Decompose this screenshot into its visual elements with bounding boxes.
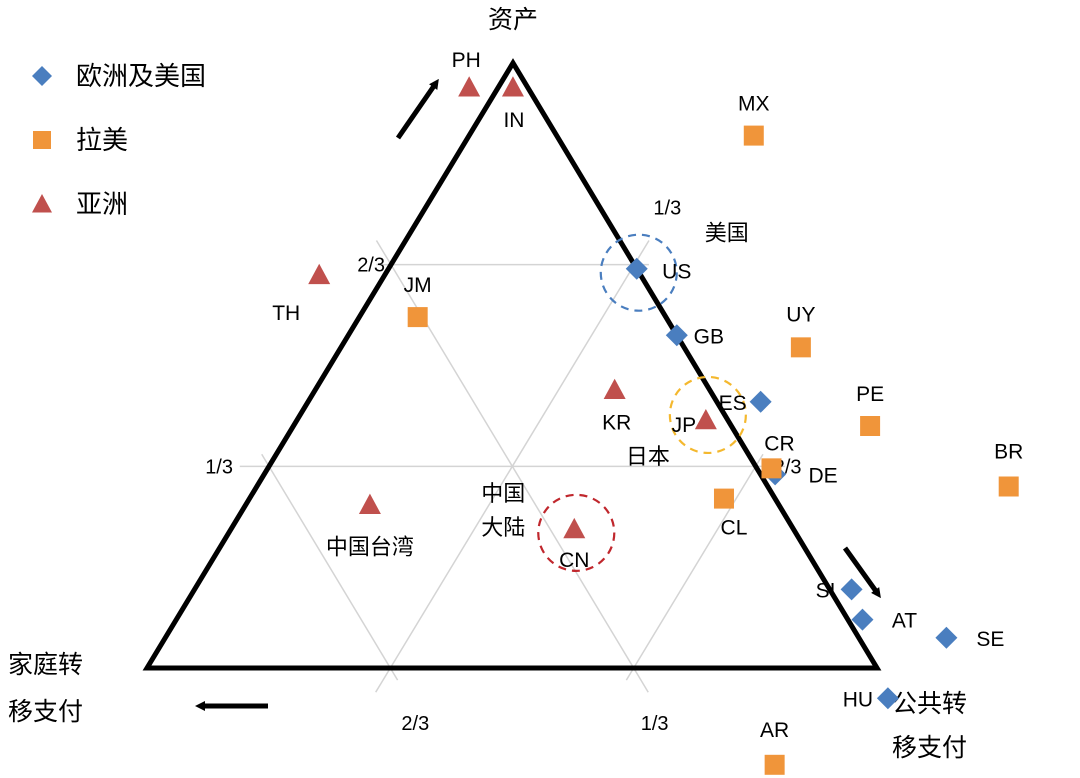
point-ar (764, 754, 785, 775)
point-label-th: TH (272, 302, 300, 325)
point-th (308, 263, 331, 285)
highlight-circle-jp (668, 375, 747, 455)
point-label-us: US (662, 261, 691, 284)
point-label-hu: HU (843, 688, 873, 711)
highlight-caption-cn-2: 大陆 (481, 516, 525, 541)
point-label-uy: UY (786, 303, 815, 326)
point-label-kr: KR (602, 412, 631, 435)
highlight-circle-cn (537, 493, 616, 572)
point-si (840, 578, 863, 601)
point-label-in: IN (503, 109, 524, 132)
point-label-cn: CN (559, 549, 589, 572)
grid-line-public (625, 453, 764, 681)
legend-marker-triangle-icon (32, 194, 52, 213)
point-pe (860, 416, 881, 436)
point-label-ar: AR (760, 719, 789, 742)
point-label-cr: CR (764, 432, 794, 455)
triangle-frame (142, 58, 882, 671)
data-points: US GB ES DE SI AT SE HU MX JM UY PE CR BR CL AR PH IN TH KR… (272, 49, 1023, 775)
point-us (625, 257, 648, 280)
highlight-caption-cn-1: 中国 (481, 482, 525, 507)
highlight-caption-us: 美国 (705, 222, 749, 247)
point-label-jp: JP (672, 414, 697, 437)
arrow-public-icon (842, 546, 881, 599)
point-hu (876, 687, 899, 710)
point-label-taiwan: 中国台湾 (326, 536, 414, 561)
highlight-caption-jp: 日本 (626, 445, 670, 470)
point-label-mx: MX (738, 93, 770, 116)
point-label-si: SI (816, 579, 836, 602)
tick-label-assets-1-3: 1/3 (205, 456, 233, 478)
tick-label-public-1-3: 1/3 (653, 198, 681, 220)
point-label-se: SE (976, 628, 1004, 651)
point-label-jm: JM (404, 274, 432, 297)
highlight-circle-us (599, 233, 678, 312)
point-label-cl: CL (721, 517, 748, 540)
point-in (501, 76, 524, 97)
point-at (851, 608, 874, 631)
arrow-assets-icon (395, 78, 439, 140)
point-label-es: ES (719, 392, 747, 415)
point-jm (407, 307, 428, 328)
point-jp (694, 408, 717, 430)
tick-label-household-2-3: 2/3 (401, 713, 429, 735)
point-taiwan (358, 493, 381, 514)
axis-title-top: 资产 (488, 5, 538, 34)
point-es (749, 390, 772, 413)
tick-labels: 2/31/31/32/32/3 1/3 (205, 198, 801, 735)
point-label-br: BR (994, 441, 1023, 464)
point-gb (665, 324, 688, 347)
point-uy (790, 337, 811, 358)
point-cn (563, 517, 586, 539)
legend-marker-diamond-icon (32, 66, 52, 86)
axis-title-right-line2: 移支付 (892, 733, 967, 762)
grid (239, 240, 785, 693)
legend-label-1: 欧洲及美国 (76, 62, 206, 92)
axis-title-left-line1: 家庭转 (8, 650, 83, 679)
point-kr (603, 378, 626, 400)
point-label-ph: PH (452, 49, 481, 72)
legend-label-3: 亚洲 (76, 190, 128, 220)
tick-label-assets-2-3: 2/3 (357, 255, 385, 277)
point-mx (743, 125, 764, 146)
point-ph (458, 76, 481, 97)
axis-title-right-line1: 公共转 (892, 689, 967, 718)
point-label-pe: PE (856, 383, 884, 406)
point-label-gb: GB (694, 325, 724, 348)
point-label-de: DE (809, 464, 838, 487)
point-cl (713, 488, 734, 509)
legend-label-2: 拉美 (76, 126, 128, 156)
legend-marker-square-icon (33, 131, 51, 149)
point-cr (761, 458, 782, 479)
point-label-at: AT (892, 610, 917, 633)
tick-label-household-1-3: 1/3 (641, 713, 669, 735)
grid-line-household (261, 453, 399, 681)
axis-title-left-line2: 移支付 (8, 697, 83, 726)
point-se (935, 626, 958, 649)
point-br (998, 476, 1019, 497)
